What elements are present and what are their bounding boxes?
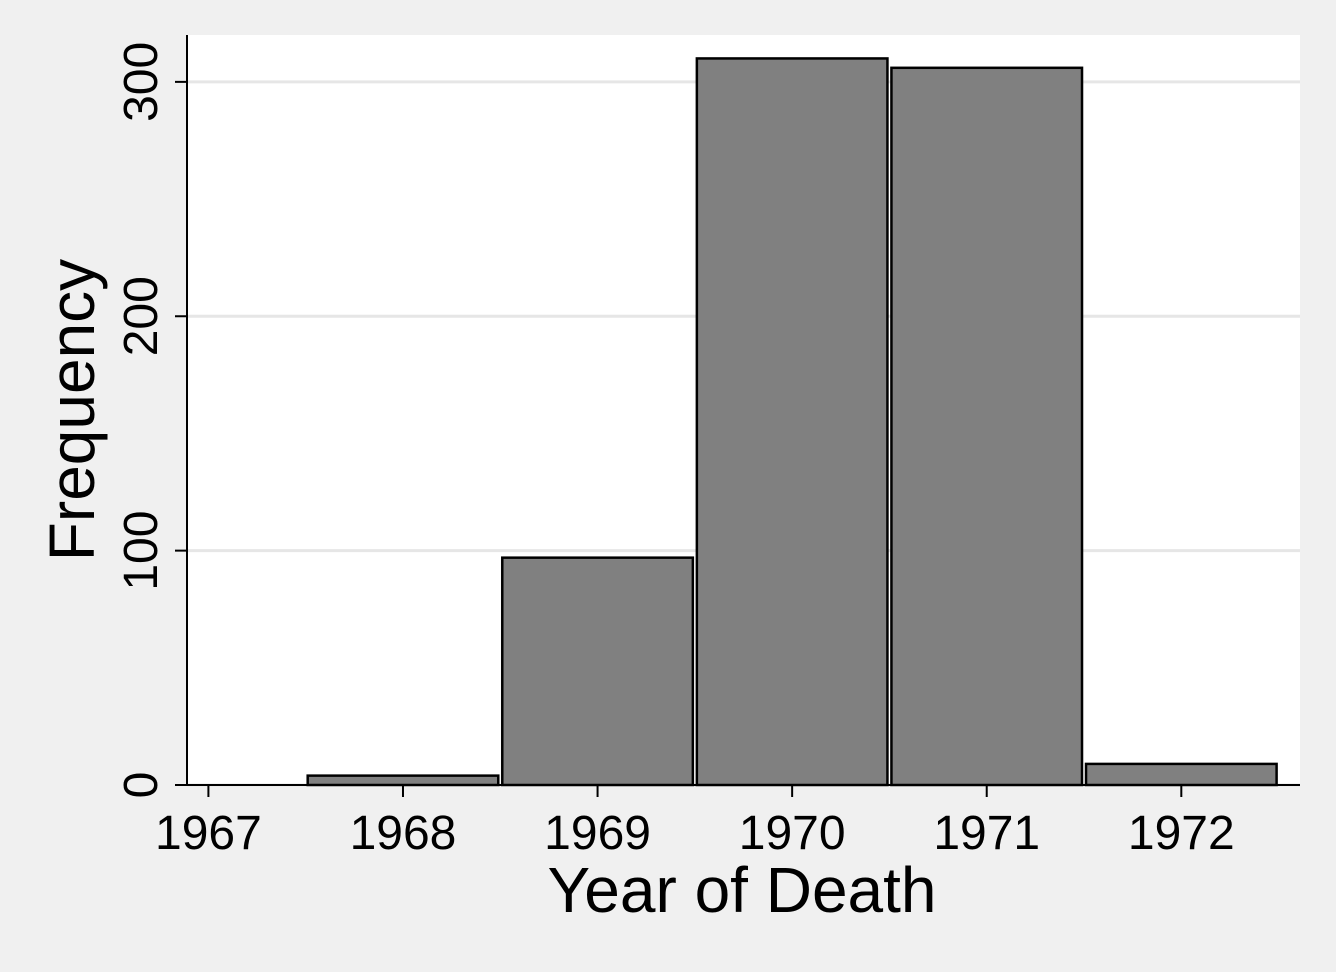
bars (306, 57, 1278, 787)
y-tick-label: 200 (115, 276, 168, 356)
bar (501, 556, 695, 787)
bar (1084, 762, 1278, 787)
x-tick-label: 1967 (155, 807, 262, 860)
y-axis-title: Frequency (36, 259, 108, 561)
x-axis-title: Year of Death (547, 854, 936, 926)
bar (695, 57, 889, 787)
x-tick-label: 1969 (544, 807, 651, 860)
y-tick-label: 0 (115, 772, 168, 799)
x-tick-label: 1971 (933, 807, 1040, 860)
y-tick-label: 100 (115, 511, 168, 591)
x-tick-label: 1968 (350, 807, 457, 860)
x-tick-label: 1970 (739, 807, 846, 860)
axes: 0 100 200 300 1967 1968 1969 1970 1971 1972 (115, 35, 1300, 860)
bar (890, 66, 1084, 787)
y-tick-label: 300 (115, 42, 168, 122)
x-tick-label: 1972 (1128, 807, 1235, 860)
bar (306, 774, 500, 787)
